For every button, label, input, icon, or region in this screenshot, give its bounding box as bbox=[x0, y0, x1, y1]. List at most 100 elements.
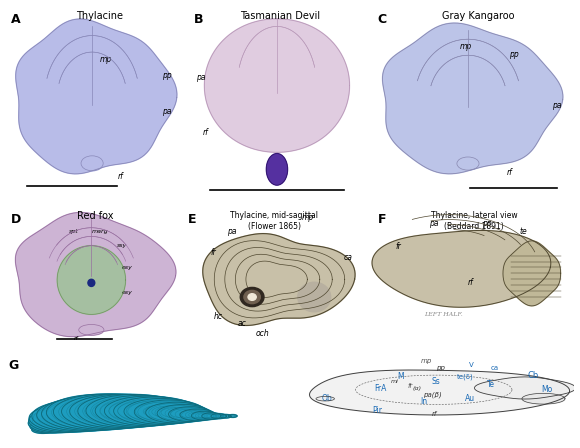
Text: fr: fr bbox=[210, 248, 216, 257]
Polygon shape bbox=[202, 413, 222, 419]
Polygon shape bbox=[32, 426, 53, 433]
Polygon shape bbox=[146, 402, 207, 423]
Polygon shape bbox=[28, 414, 85, 433]
Polygon shape bbox=[474, 377, 575, 399]
Polygon shape bbox=[42, 396, 142, 431]
Text: Red fox: Red fox bbox=[77, 211, 113, 221]
Text: spt: spt bbox=[69, 229, 79, 234]
Text: pa(β): pa(β) bbox=[423, 392, 442, 398]
Polygon shape bbox=[169, 407, 212, 422]
Text: B: B bbox=[194, 13, 204, 26]
Polygon shape bbox=[157, 405, 210, 422]
Polygon shape bbox=[220, 414, 231, 418]
Text: F: F bbox=[378, 213, 386, 226]
Polygon shape bbox=[114, 397, 197, 425]
Text: pa: pa bbox=[552, 101, 562, 110]
Polygon shape bbox=[46, 395, 151, 430]
Ellipse shape bbox=[88, 279, 95, 286]
Text: D: D bbox=[11, 213, 21, 226]
Polygon shape bbox=[191, 411, 218, 420]
Text: esy: esy bbox=[122, 290, 133, 295]
Text: LEFT HALF.: LEFT HALF. bbox=[424, 312, 463, 317]
Polygon shape bbox=[503, 241, 561, 306]
Polygon shape bbox=[70, 394, 171, 428]
FancyArrowPatch shape bbox=[419, 281, 427, 287]
Polygon shape bbox=[78, 394, 176, 428]
Text: rf: rf bbox=[507, 168, 513, 177]
Text: fr: fr bbox=[407, 383, 412, 389]
Text: ca: ca bbox=[490, 365, 498, 371]
Ellipse shape bbox=[248, 294, 256, 300]
Text: pp: pp bbox=[162, 71, 172, 80]
Text: ca: ca bbox=[343, 253, 353, 262]
Text: M: M bbox=[397, 372, 404, 381]
Polygon shape bbox=[124, 398, 201, 424]
Polygon shape bbox=[86, 394, 182, 427]
Polygon shape bbox=[229, 414, 237, 418]
Ellipse shape bbox=[316, 396, 335, 401]
Text: Ss: Ss bbox=[432, 377, 440, 386]
Text: pp: pp bbox=[509, 50, 519, 59]
Text: mp: mp bbox=[99, 56, 111, 65]
Text: E: E bbox=[188, 213, 197, 226]
Text: In: In bbox=[420, 397, 427, 406]
Text: och: och bbox=[256, 329, 270, 339]
Text: (α): (α) bbox=[413, 386, 422, 392]
Ellipse shape bbox=[298, 282, 331, 312]
Polygon shape bbox=[29, 409, 99, 432]
Text: marg: marg bbox=[92, 229, 108, 234]
Polygon shape bbox=[95, 395, 187, 426]
Polygon shape bbox=[32, 401, 124, 432]
Text: Tasmanian Devil: Tasmanian Devil bbox=[241, 11, 321, 21]
Ellipse shape bbox=[79, 324, 104, 335]
Ellipse shape bbox=[457, 157, 479, 170]
Polygon shape bbox=[104, 396, 192, 426]
Text: FrA: FrA bbox=[374, 384, 387, 393]
Text: V: V bbox=[469, 362, 474, 368]
Polygon shape bbox=[16, 19, 177, 174]
Text: Cb: Cb bbox=[527, 371, 538, 380]
Polygon shape bbox=[372, 230, 551, 307]
Text: mp: mp bbox=[460, 42, 472, 51]
Text: pa: pa bbox=[162, 107, 172, 116]
Polygon shape bbox=[37, 399, 133, 431]
Text: pp: pp bbox=[483, 219, 492, 228]
Text: esy: esy bbox=[122, 265, 133, 270]
Polygon shape bbox=[203, 233, 355, 325]
Polygon shape bbox=[61, 394, 165, 429]
Text: Thylacine, lateral view: Thylacine, lateral view bbox=[431, 211, 517, 220]
Polygon shape bbox=[29, 404, 113, 432]
Text: fr: fr bbox=[396, 242, 402, 251]
Text: C: C bbox=[378, 13, 386, 26]
Text: te: te bbox=[520, 228, 527, 237]
Text: mi: mi bbox=[390, 379, 398, 384]
Text: hc: hc bbox=[214, 312, 223, 321]
Text: te(δ): te(δ) bbox=[456, 374, 473, 380]
Polygon shape bbox=[180, 409, 215, 421]
Text: rf: rf bbox=[468, 278, 474, 287]
Text: Thylacine, mid-sagittal: Thylacine, mid-sagittal bbox=[230, 211, 318, 220]
Polygon shape bbox=[57, 246, 125, 314]
Polygon shape bbox=[522, 393, 565, 404]
Polygon shape bbox=[211, 414, 226, 419]
Text: rf: rf bbox=[202, 129, 208, 138]
Text: ssy: ssy bbox=[117, 243, 127, 248]
Text: Au: Au bbox=[465, 394, 475, 403]
Text: A: A bbox=[11, 13, 21, 26]
Text: pa: pa bbox=[195, 73, 205, 82]
Ellipse shape bbox=[81, 156, 103, 171]
Text: Te: Te bbox=[487, 380, 495, 389]
Text: rf: rf bbox=[117, 172, 123, 181]
Text: G: G bbox=[9, 359, 19, 372]
Text: pa: pa bbox=[227, 228, 236, 237]
Text: mp: mp bbox=[302, 213, 314, 222]
Text: (Beddard 1891): (Beddard 1891) bbox=[444, 222, 504, 231]
Ellipse shape bbox=[240, 288, 264, 306]
Text: pp: pp bbox=[436, 365, 445, 371]
Text: (Flower 1865): (Flower 1865) bbox=[248, 222, 300, 231]
Text: Thylacine: Thylacine bbox=[76, 11, 123, 21]
Polygon shape bbox=[135, 400, 204, 424]
Text: mp: mp bbox=[421, 358, 432, 364]
Text: Mo: Mo bbox=[541, 385, 552, 394]
Text: rf: rf bbox=[432, 411, 437, 417]
